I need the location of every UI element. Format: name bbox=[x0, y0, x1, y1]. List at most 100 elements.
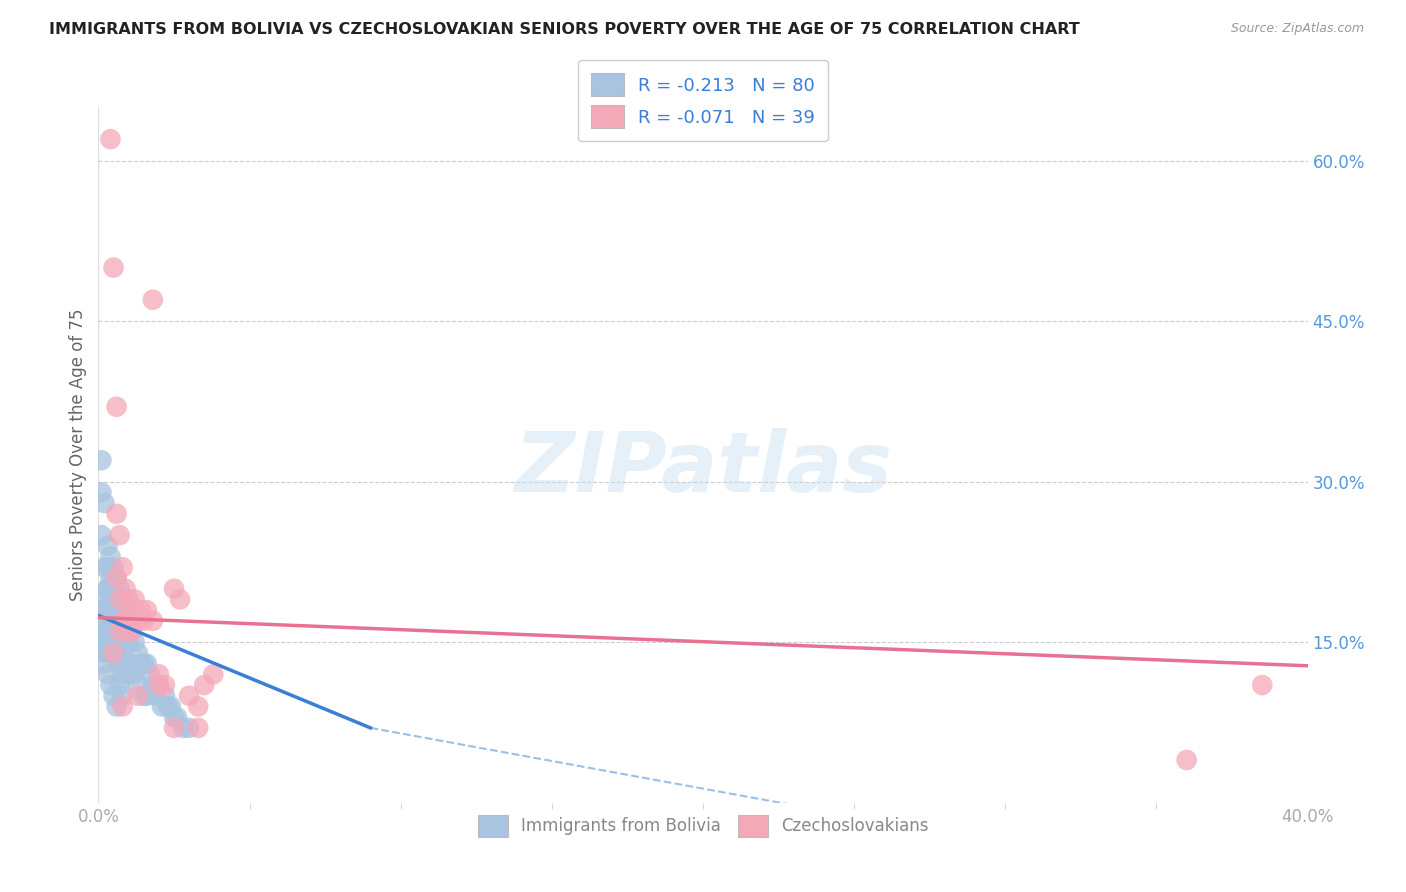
Point bbox=[114, 582, 136, 596]
Point bbox=[127, 689, 149, 703]
Point bbox=[96, 539, 118, 553]
Point bbox=[93, 646, 115, 660]
Point bbox=[93, 635, 115, 649]
Point bbox=[93, 657, 115, 671]
Point bbox=[111, 699, 134, 714]
Point bbox=[100, 635, 122, 649]
Point bbox=[103, 646, 125, 660]
Point bbox=[124, 635, 146, 649]
Point bbox=[132, 657, 155, 671]
Point bbox=[96, 624, 118, 639]
Point bbox=[1175, 753, 1198, 767]
Point bbox=[100, 614, 122, 628]
Point bbox=[121, 603, 143, 617]
Point bbox=[108, 582, 131, 596]
Point bbox=[114, 657, 136, 671]
Point bbox=[90, 453, 112, 467]
Point bbox=[114, 624, 136, 639]
Point bbox=[108, 657, 131, 671]
Point bbox=[93, 560, 115, 574]
Point bbox=[108, 624, 131, 639]
Point bbox=[135, 689, 157, 703]
Point bbox=[100, 132, 122, 146]
Point bbox=[108, 624, 131, 639]
Point bbox=[132, 614, 155, 628]
Point bbox=[103, 582, 125, 596]
Point bbox=[105, 571, 128, 585]
Point bbox=[187, 699, 209, 714]
Point bbox=[135, 657, 157, 671]
Point bbox=[121, 624, 143, 639]
Point bbox=[105, 507, 128, 521]
Y-axis label: Seniors Poverty Over the Age of 75: Seniors Poverty Over the Age of 75 bbox=[69, 309, 87, 601]
Point bbox=[163, 582, 186, 596]
Point bbox=[127, 646, 149, 660]
Point bbox=[1251, 678, 1274, 692]
Legend: Immigrants from Bolivia, Czechoslovakians: Immigrants from Bolivia, Czechoslovakian… bbox=[471, 808, 935, 843]
Point bbox=[118, 624, 141, 639]
Point bbox=[124, 592, 146, 607]
Point bbox=[105, 614, 128, 628]
Point bbox=[169, 592, 191, 607]
Point bbox=[90, 485, 112, 500]
Point bbox=[148, 678, 170, 692]
Point bbox=[124, 667, 146, 681]
Point bbox=[193, 678, 215, 692]
Point bbox=[111, 667, 134, 681]
Point bbox=[96, 603, 118, 617]
Point bbox=[163, 721, 186, 735]
Point bbox=[96, 560, 118, 574]
Point bbox=[105, 699, 128, 714]
Point bbox=[103, 689, 125, 703]
Point bbox=[103, 635, 125, 649]
Point bbox=[156, 699, 179, 714]
Point bbox=[96, 667, 118, 681]
Point bbox=[90, 603, 112, 617]
Point bbox=[93, 496, 115, 510]
Point bbox=[163, 710, 186, 724]
Point bbox=[105, 646, 128, 660]
Point bbox=[150, 699, 173, 714]
Text: Source: ZipAtlas.com: Source: ZipAtlas.com bbox=[1230, 22, 1364, 36]
Point bbox=[148, 667, 170, 681]
Point bbox=[127, 678, 149, 692]
Point bbox=[129, 657, 152, 671]
Point bbox=[96, 646, 118, 660]
Point bbox=[103, 560, 125, 574]
Point bbox=[105, 592, 128, 607]
Point bbox=[114, 603, 136, 617]
Point bbox=[129, 603, 152, 617]
Point bbox=[103, 603, 125, 617]
Point bbox=[90, 624, 112, 639]
Point bbox=[111, 592, 134, 607]
Point bbox=[100, 571, 122, 585]
Point bbox=[108, 657, 131, 671]
Point bbox=[111, 646, 134, 660]
Point bbox=[100, 549, 122, 564]
Point bbox=[105, 571, 128, 585]
Point bbox=[111, 614, 134, 628]
Point bbox=[118, 635, 141, 649]
Point bbox=[105, 646, 128, 660]
Point bbox=[100, 603, 122, 617]
Point bbox=[148, 678, 170, 692]
Point bbox=[108, 678, 131, 692]
Point bbox=[166, 710, 188, 724]
Point bbox=[179, 689, 201, 703]
Point bbox=[142, 614, 165, 628]
Text: IMMIGRANTS FROM BOLIVIA VS CZECHOSLOVAKIAN SENIORS POVERTY OVER THE AGE OF 75 CO: IMMIGRANTS FROM BOLIVIA VS CZECHOSLOVAKI… bbox=[49, 22, 1080, 37]
Text: ZIPatlas: ZIPatlas bbox=[515, 428, 891, 509]
Point bbox=[135, 603, 157, 617]
Point bbox=[100, 592, 122, 607]
Point bbox=[90, 528, 112, 542]
Point bbox=[121, 624, 143, 639]
Point bbox=[96, 582, 118, 596]
Point bbox=[105, 400, 128, 414]
Point bbox=[108, 603, 131, 617]
Point bbox=[118, 667, 141, 681]
Point bbox=[93, 592, 115, 607]
Point bbox=[127, 614, 149, 628]
Point bbox=[90, 635, 112, 649]
Point bbox=[187, 721, 209, 735]
Point bbox=[103, 260, 125, 275]
